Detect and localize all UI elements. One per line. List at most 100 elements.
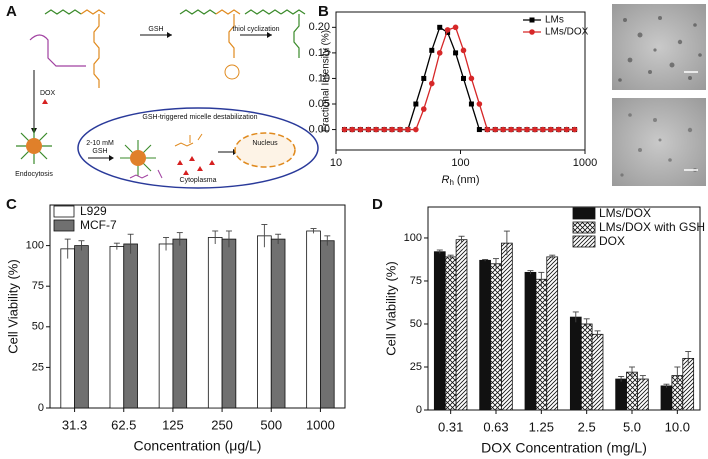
trigger-label: GSH xyxy=(92,148,107,155)
bar xyxy=(626,371,638,411)
legend-label: LMs/DOX xyxy=(599,206,651,220)
marker xyxy=(397,126,403,133)
marker xyxy=(428,80,435,87)
y-axis-label: Cell Viability (%) xyxy=(383,261,398,355)
bar xyxy=(444,256,457,411)
nucleus xyxy=(234,132,296,168)
x-tick-label: 0.31 xyxy=(438,419,463,434)
x-tick-label: 5.0 xyxy=(623,419,641,434)
x-tick-label: 100 xyxy=(451,157,469,169)
y-axis-label: Fractional Intensity (%) xyxy=(321,30,332,132)
plot-frame xyxy=(427,206,701,411)
trigger-label: 2-10 mM xyxy=(86,140,114,147)
bar xyxy=(320,240,335,409)
marker xyxy=(389,126,395,133)
bar xyxy=(490,263,502,411)
polymer xyxy=(44,9,82,15)
drug-mark xyxy=(42,99,48,104)
bar xyxy=(524,271,537,411)
bar xyxy=(660,385,673,411)
x-tick-label: 10 xyxy=(330,157,342,169)
bar xyxy=(109,246,125,409)
micelle-core xyxy=(26,138,42,154)
marker xyxy=(436,50,443,56)
bar xyxy=(501,242,513,411)
marker xyxy=(571,126,578,133)
marker xyxy=(429,47,435,53)
x-tick-label: 1000 xyxy=(573,157,597,169)
marker xyxy=(413,126,419,133)
legend-swatch xyxy=(53,219,75,232)
scheme: GSH thiol cyclization DOX Endocytosis GS… xyxy=(15,9,319,189)
y-tick-label: 100 xyxy=(404,232,422,244)
bar xyxy=(546,256,559,411)
marker xyxy=(349,126,356,133)
x-axis-label: DOX Concentration (mg/L) xyxy=(481,440,647,456)
legend-swatch xyxy=(572,235,596,248)
bar xyxy=(74,245,89,409)
bar xyxy=(479,259,491,411)
y-tick-label: 75 xyxy=(32,280,44,292)
marker xyxy=(420,106,427,112)
legend-label: DOX xyxy=(599,234,625,248)
marker xyxy=(444,27,451,33)
micrograph xyxy=(612,98,706,186)
arrow-label: thiol cyclization xyxy=(232,26,279,33)
legend-label: L929 xyxy=(80,204,107,218)
marker xyxy=(540,126,546,133)
bar xyxy=(637,378,649,411)
marker xyxy=(516,126,522,133)
x-tick-label: 250 xyxy=(211,417,233,432)
marker xyxy=(460,75,466,81)
arrow-head xyxy=(167,32,172,38)
bar xyxy=(591,333,604,411)
marker xyxy=(460,47,467,54)
drug-label: DOX xyxy=(40,90,56,97)
y-tick-label: 0.05 xyxy=(309,98,330,110)
cell-membrane xyxy=(77,107,319,189)
arrow-label: GSH xyxy=(148,26,163,33)
micrograph-texture xyxy=(618,16,702,82)
arrow-head xyxy=(267,32,272,38)
legend-label: LMs xyxy=(545,15,564,26)
marker xyxy=(468,101,474,107)
bar xyxy=(270,238,286,409)
panel-label: B xyxy=(318,3,329,20)
bar xyxy=(306,230,321,409)
x-axis-label-symbol: R xyxy=(441,174,449,186)
plot-frame xyxy=(49,204,346,409)
marker xyxy=(492,126,499,133)
bar xyxy=(123,243,138,409)
legend-marker xyxy=(529,29,535,35)
bar xyxy=(433,251,446,411)
bar xyxy=(172,238,188,409)
x-tick-label: 62.5 xyxy=(111,417,136,432)
bar xyxy=(615,378,627,411)
marker xyxy=(437,24,443,30)
arrow-head xyxy=(109,155,114,161)
x-tick-label: 0.63 xyxy=(483,419,508,434)
x-tick-label: 1000 xyxy=(306,417,335,432)
x-axis-label-unit: (nm) xyxy=(457,174,480,186)
released-chains xyxy=(174,133,203,147)
polymer xyxy=(215,9,241,58)
bar xyxy=(221,238,237,409)
y-tick-label: 50 xyxy=(410,318,422,330)
marker xyxy=(476,127,482,133)
marker xyxy=(405,126,411,133)
marker xyxy=(555,126,562,133)
marker xyxy=(365,126,372,133)
marker xyxy=(341,126,348,133)
x-tick-label: 125 xyxy=(162,417,184,432)
y-tick-label: 100 xyxy=(26,240,44,252)
marker xyxy=(532,126,538,133)
marker xyxy=(413,101,419,107)
marker xyxy=(508,126,514,133)
x-tick-label: 2.5 xyxy=(578,419,596,434)
legend-swatch xyxy=(572,221,596,234)
micrographs xyxy=(612,4,706,186)
panel-label: A xyxy=(6,3,17,20)
marker xyxy=(468,75,475,82)
polymer xyxy=(179,9,217,15)
